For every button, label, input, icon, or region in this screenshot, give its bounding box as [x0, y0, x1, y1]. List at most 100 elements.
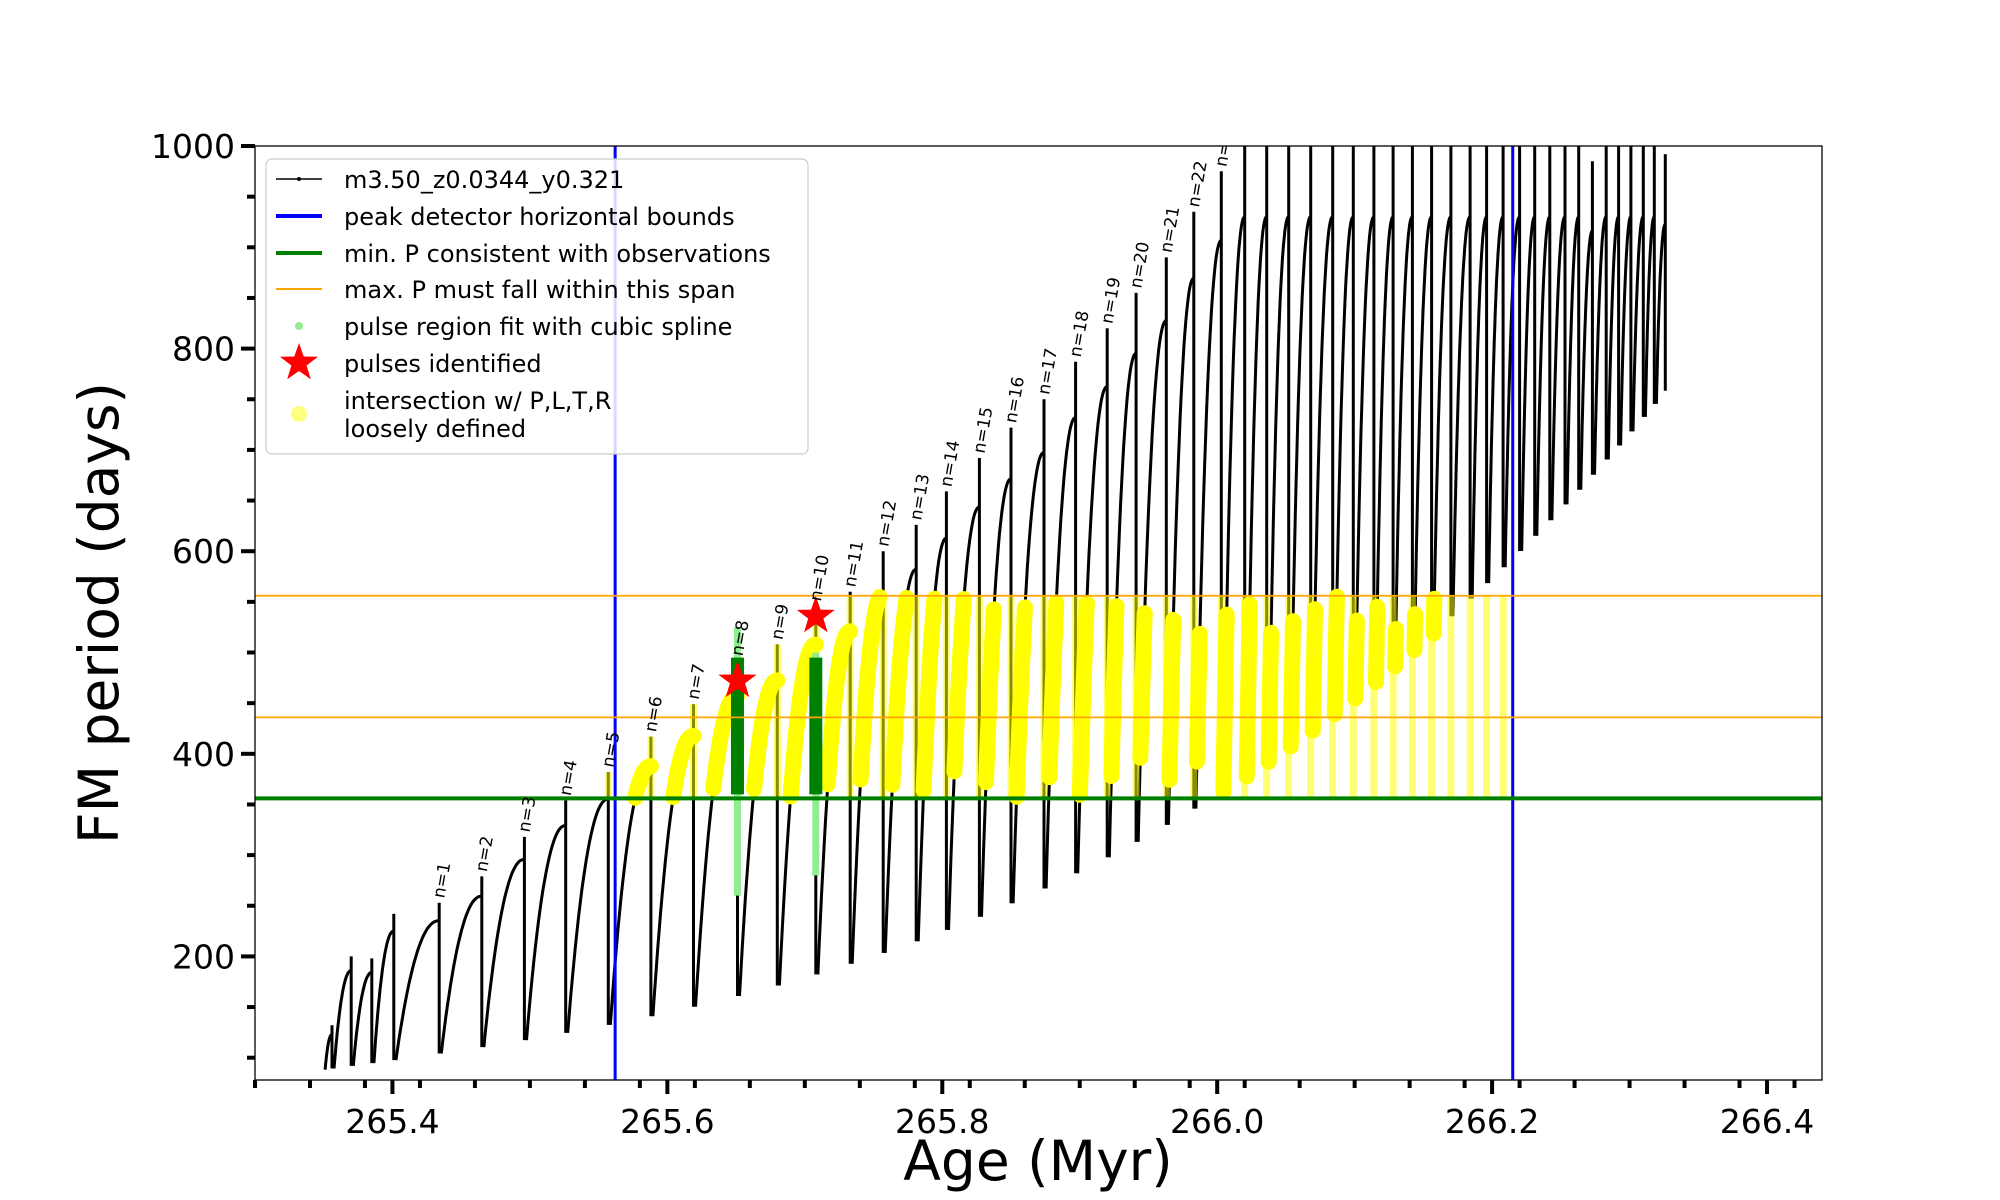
y-tick-label: 600: [172, 532, 235, 571]
pulse-label: n=11: [840, 539, 868, 588]
pulse-label: n=6: [641, 695, 667, 734]
legend-entry: min. P consistent with observations: [276, 240, 771, 268]
pulse-cycle: [566, 772, 610, 1034]
pulse-cycle: [1432, 146, 1453, 634]
intersection-marker: [978, 601, 1002, 791]
pulse-cycle: [1267, 146, 1291, 762]
pulse-cycle: [372, 913, 396, 1064]
y-tick-label: 400: [172, 735, 235, 774]
pulse-label: n=20: [1126, 240, 1154, 289]
legend-swatch: [291, 406, 307, 422]
intersection-marker: [1161, 611, 1182, 788]
pulse-star: [718, 660, 757, 698]
intersection-marker: [746, 672, 786, 797]
pulse-cycle: [525, 800, 568, 1041]
pulse-cycle: [1333, 146, 1355, 715]
intersection-marker: [852, 589, 888, 788]
intersection-marker: [884, 590, 915, 793]
legend-entry: m3.50_z0.0344_y0.321: [276, 166, 624, 194]
pulse-cycle: [1470, 146, 1489, 599]
pulse-label: n=4: [556, 759, 582, 798]
legend-label: pulse region fit with cubic spline: [344, 313, 732, 341]
pulse-label: n=7: [684, 662, 710, 701]
pulse-cycle: [1619, 146, 1633, 446]
pulse-cycle: [1393, 146, 1414, 667]
legend-entry: pulse region fit with cubic spline: [295, 313, 732, 341]
pulse-label: n=23: [1212, 119, 1240, 168]
intersection-marker: [1238, 596, 1258, 785]
intersection-marker: [1215, 606, 1235, 800]
intersection-marker: [1132, 605, 1153, 766]
legend-label: max. P must fall within this span: [344, 276, 735, 304]
x-tick-label: 265.6: [620, 1102, 714, 1141]
pulse-label: n=15: [970, 405, 998, 454]
pulse-cycle: [1245, 146, 1269, 777]
pulse-label: n=14: [937, 439, 965, 488]
pulse-cycle: [1221, 146, 1247, 792]
intersection-marker: [819, 623, 859, 793]
pulse-cycle: [394, 902, 441, 1061]
legend-label: pulses identified: [344, 350, 542, 378]
pulse-cycle: [1579, 161, 1594, 490]
legend-entry: peak detector horizontal bounds: [276, 203, 735, 231]
pulse-cycle: [1565, 146, 1581, 505]
legend-label: peak detector horizontal bounds: [344, 203, 735, 231]
pulse-cycle: [351, 958, 374, 1067]
pulse-label: n=18: [1066, 309, 1094, 358]
pulse-cycle: [947, 458, 981, 930]
legend-box: [265, 158, 809, 455]
pulse-label: n=1: [429, 861, 455, 900]
axes: 265.4 265.6 265.8 266.0 266.2 266.4 200 400 600 8…: [151, 127, 1814, 1141]
pulse-cycle: [1451, 146, 1472, 617]
pulse-cycle: [1194, 171, 1223, 809]
legend-label: m3.50_z0.0344_y0.321: [344, 166, 624, 194]
x-tick-label: 266.0: [1170, 1102, 1264, 1141]
intersection-marker: [1347, 612, 1365, 707]
legend-entry: pulses identified: [280, 343, 542, 380]
legend-swatch: [297, 177, 301, 181]
intersection-marker: [1260, 624, 1279, 770]
pulse-label: n=19: [1097, 276, 1125, 325]
pulse-cycle: [1654, 154, 1667, 404]
intersection-marker: [1188, 625, 1208, 770]
pulse-cycle: [1374, 146, 1395, 683]
intersection-marker: [782, 636, 824, 805]
legend-swatch: [280, 343, 318, 380]
intersection-marker: [665, 728, 702, 805]
pulse-cycle: [1289, 146, 1313, 747]
intersection-markers: [604, 588, 1507, 806]
y-tick-label: 800: [172, 330, 235, 369]
legend-label: min. P consistent with observations: [344, 240, 771, 268]
legend-label: loosely defined: [344, 415, 526, 443]
intersection-marker: [1103, 598, 1125, 784]
intersection-marker: [946, 591, 972, 780]
pulse-label: n=8: [728, 619, 754, 658]
y-tick-label: 200: [172, 937, 235, 976]
pulse-label: n=16: [1001, 375, 1029, 424]
x-axis-title: Age (Myr): [903, 1129, 1172, 1193]
pulse-label: n=22: [1184, 159, 1212, 208]
x-tick-label: 265.8: [895, 1102, 989, 1141]
x-tick-label: 266.4: [1720, 1102, 1814, 1141]
legend-swatch: [295, 322, 303, 330]
pulse-label: n=13: [906, 472, 934, 521]
pulse-cycle: [1520, 146, 1537, 552]
intersection-marker: [1282, 613, 1301, 755]
pulse-cycle: [1311, 146, 1335, 731]
x-tick-label: 266.2: [1445, 1102, 1539, 1141]
intersection-marker: [1425, 590, 1443, 642]
pulse-star: [796, 596, 835, 633]
pulse-cycle: [332, 956, 353, 1069]
pulse-cycle: [1606, 146, 1621, 460]
pulse-cycle: [482, 836, 526, 1048]
y-tick-label: 1000: [151, 127, 235, 166]
intersection-marker: [1387, 621, 1404, 675]
pulse-label: n=17: [1034, 347, 1062, 396]
pulse-cycle: [439, 876, 484, 1054]
pulse-label: n=12: [873, 499, 901, 548]
x-tick-label: 265.4: [345, 1102, 439, 1141]
legend-label: intersection w/ P,L,T,R: [344, 387, 611, 415]
pulse-label: n=21: [1157, 205, 1185, 254]
